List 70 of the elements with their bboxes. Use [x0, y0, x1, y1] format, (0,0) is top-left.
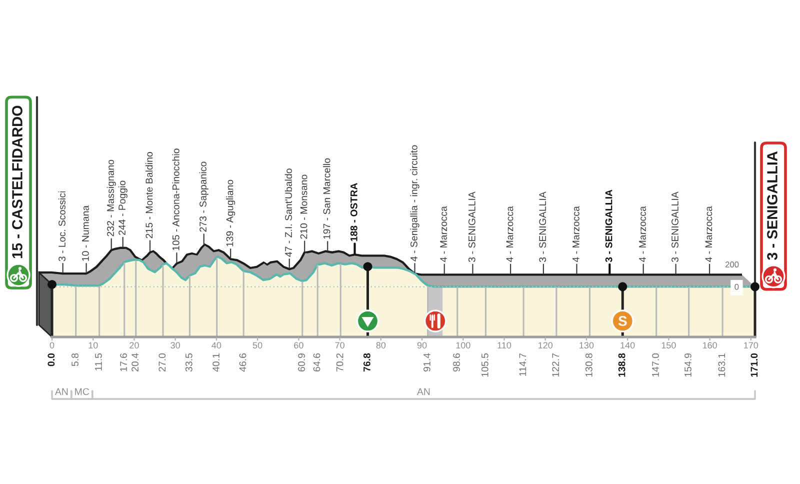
- x-tick-label: 160: [702, 342, 717, 348]
- x-tick-label: 150: [662, 342, 676, 348]
- ref-line-label: 98.6: [453, 353, 460, 372]
- x-tick-label: 70: [335, 342, 344, 348]
- ref-line-label: 20.4: [132, 353, 138, 372]
- annotation: 3 - SENIGALLIA: [767, 151, 778, 260]
- y-tick-label: 200: [726, 262, 739, 268]
- ref-line-label: 138.8: [618, 353, 626, 377]
- annotation: 244 - Poggio: [118, 180, 128, 235]
- ref-line-label: 91.4: [423, 353, 430, 372]
- ref-line-label: 130.8: [585, 353, 592, 377]
- x-tick-label: 10: [88, 342, 98, 348]
- ref-line-label: 105.5: [481, 353, 488, 377]
- x-tick-label: 130: [580, 342, 594, 348]
- x-tick-label: 110: [498, 342, 512, 348]
- x-tick-label: 120: [538, 342, 553, 348]
- ref-line-label: 11.5: [95, 353, 102, 370]
- x-tick-label: 0: [50, 342, 54, 348]
- ref-line-label: 76.8: [363, 353, 370, 372]
- x-tick-label: 100: [456, 342, 470, 348]
- ref-line-label: 122.7: [552, 353, 559, 377]
- ref-line-label: 64.6: [313, 353, 320, 372]
- ref-line-label: 0.0: [48, 353, 55, 366]
- ref-line-label: 60.9: [298, 353, 305, 372]
- annotation: 105 - Ancona-Pinocchio: [172, 148, 180, 250]
- annotation: 232 - Massignano: [106, 160, 116, 236]
- x-tick-label: 170: [744, 342, 758, 348]
- ref-line-label: 114.7: [519, 353, 526, 376]
- ref-line-label: 27.0: [158, 353, 166, 372]
- annotation: 4 - Marzocca: [572, 206, 580, 262]
- annotation: 4 - Senigallia - ingr. circuito: [410, 145, 420, 262]
- annotation: 4 - Marzocca: [506, 206, 514, 262]
- text: AN: [416, 388, 430, 395]
- ref-line-label: 33.5: [185, 353, 192, 372]
- ref-line-label: 147.0: [652, 353, 659, 377]
- annotation: 3 - SENIGALLIA: [539, 192, 546, 262]
- annotation: 4 - Marzocca: [639, 206, 646, 262]
- annotation: 47 - Z.I. Sant'Ubaldo: [284, 168, 292, 257]
- annotation: 4 - Marzocca: [440, 206, 447, 262]
- x-tick-label: 40: [212, 342, 222, 348]
- text: AN: [54, 388, 68, 395]
- annotation: 273 - Sappanico: [199, 162, 208, 232]
- annotation: 3 - SENIGALLIA: [605, 190, 612, 262]
- annotation: 215 - Monte Baldino: [145, 152, 153, 238]
- annotation: 3 - Loc. Scossici: [58, 191, 66, 262]
- ref-line-label: 40.1: [212, 353, 220, 372]
- annotation: 10 - Numana: [82, 205, 89, 261]
- x-tick-label: 60: [294, 342, 304, 348]
- annotation: 197 - San Marcello: [323, 158, 330, 239]
- ref-line-label: 154.9: [684, 353, 692, 377]
- x-tick-label: 50: [252, 342, 262, 348]
- annotation: 210 - Monsano: [300, 174, 308, 239]
- x-tick-label: 90: [417, 342, 427, 348]
- ref-line-label: 163.1: [718, 353, 726, 377]
- ref-line-label: 5.8: [72, 353, 78, 366]
- x-tick-label: 30: [170, 342, 180, 348]
- annotation: 4 - Marzocca: [705, 206, 712, 262]
- x-tick-label: 140: [620, 342, 635, 348]
- ref-line-label: 46.6: [239, 353, 246, 372]
- annotation: 139 - Agugliano: [226, 180, 236, 246]
- annotation: 188 - OSTRA: [350, 183, 358, 242]
- annotation: 15 - CASTELFIDARDO: [12, 106, 22, 258]
- x-tick-label: 20: [130, 342, 139, 348]
- ref-line-label: 70.2: [336, 353, 344, 372]
- annotation: 3 - SENIGALLIA: [468, 192, 476, 262]
- x-tick-label: 80: [376, 342, 386, 348]
- text: MC: [75, 388, 90, 396]
- ref-line-label: 17.6: [120, 353, 127, 372]
- ref-line-label: 171.0: [750, 353, 758, 377]
- annotation: 3 - SENIGALLIA: [672, 192, 678, 262]
